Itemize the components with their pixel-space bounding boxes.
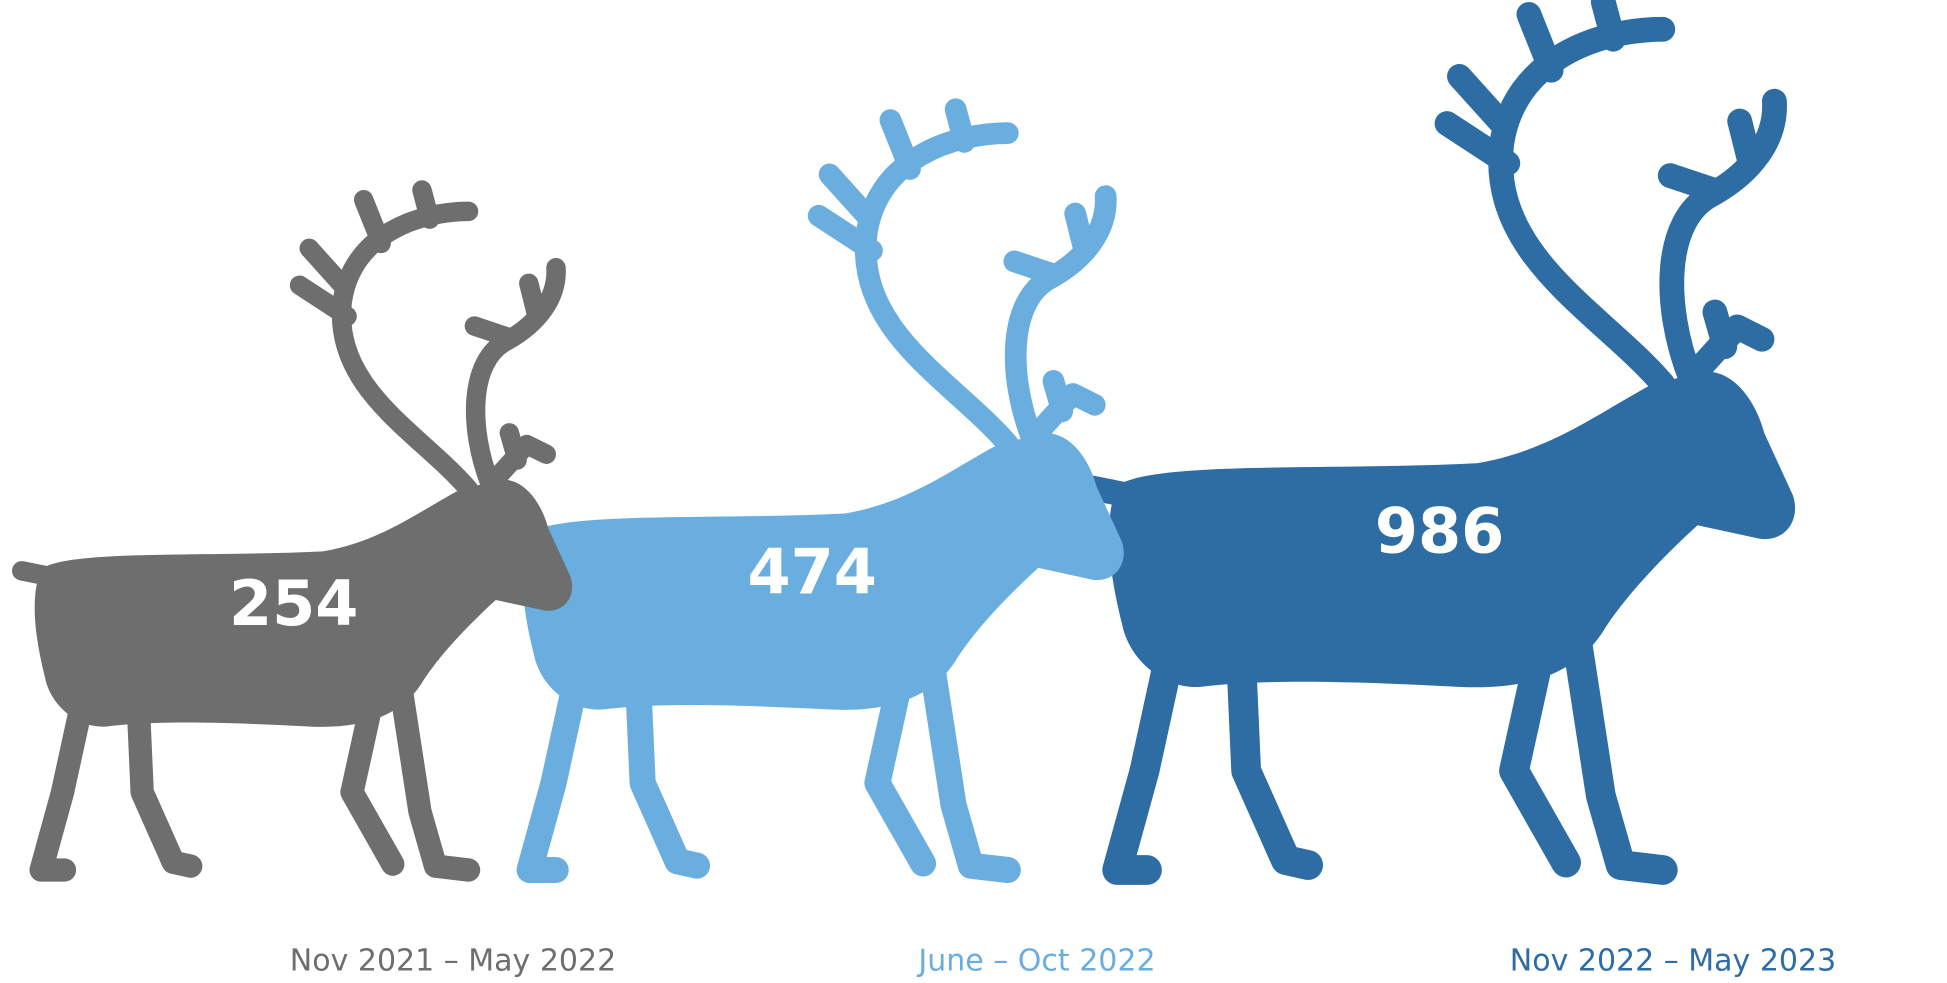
reindeer-antler bbox=[1740, 121, 1750, 161]
reindeer-antler bbox=[22, 571, 51, 577]
value-label: 254 bbox=[229, 567, 358, 640]
reindeer-leg bbox=[877, 674, 923, 863]
reindeer-antler bbox=[956, 109, 965, 142]
page: {"chart_data": {"type": "pictogram", "ca… bbox=[0, 0, 1947, 983]
reindeer-antler bbox=[422, 190, 430, 219]
reindeer-leg bbox=[1576, 634, 1663, 870]
reindeer-antler bbox=[342, 211, 469, 489]
reindeer-antler bbox=[1014, 261, 1053, 274]
reindeer-antler bbox=[1053, 381, 1062, 411]
reindeer-antler bbox=[1075, 214, 1084, 249]
reindeer-antler bbox=[830, 174, 869, 217]
reindeer-antler bbox=[1603, 2, 1613, 39]
reindeer-antler bbox=[309, 248, 344, 287]
reindeer-leg bbox=[352, 695, 393, 864]
reindeer-leg bbox=[401, 685, 469, 870]
reindeer bbox=[22, 190, 572, 870]
reindeer-leg bbox=[638, 685, 697, 865]
reindeer-antler bbox=[1501, 29, 1663, 384]
reindeer bbox=[1092, 2, 1795, 870]
category-label: Nov 2022 – May 2023 bbox=[1510, 944, 1836, 979]
reindeer-leg bbox=[932, 664, 1008, 870]
category-label: June – Oct 2022 bbox=[916, 944, 1155, 979]
reindeer-antler bbox=[509, 433, 517, 460]
reindeer-leg bbox=[1241, 659, 1308, 865]
reindeer-leg bbox=[138, 705, 190, 866]
reindeer-antler bbox=[866, 133, 1008, 444]
reindeer-leg bbox=[1117, 634, 1174, 870]
reindeer-antler bbox=[474, 326, 509, 338]
reindeer bbox=[508, 109, 1124, 870]
reindeer-antler bbox=[1459, 76, 1504, 126]
reindeer-leg bbox=[41, 685, 86, 870]
chart: 254 Nov 2021 – May 2022 474 June – Oct 2022… bbox=[0, 0, 1947, 983]
reindeer-leg bbox=[530, 664, 580, 870]
reindeer-antler bbox=[1715, 312, 1725, 347]
category-label: Nov 2021 – May 2022 bbox=[290, 944, 616, 979]
reindeer-antler bbox=[529, 283, 537, 314]
reindeer-antler bbox=[1670, 176, 1715, 191]
reindeer-leg bbox=[1514, 647, 1566, 863]
value-label: 474 bbox=[747, 536, 876, 609]
value-label: 986 bbox=[1375, 494, 1504, 567]
